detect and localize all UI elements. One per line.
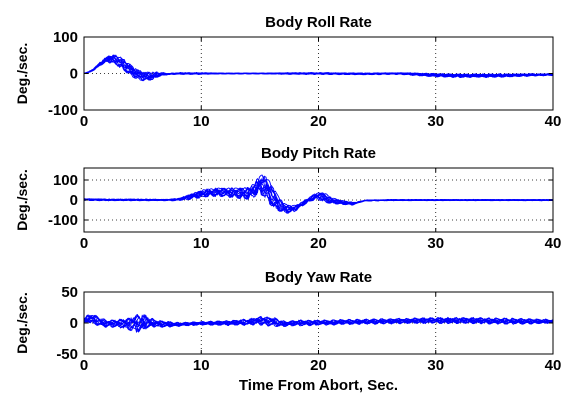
y-axis-label: Deg./sec.	[14, 292, 30, 353]
x-tick-label: 0	[80, 113, 88, 130]
x-tick-label: 30	[427, 113, 444, 130]
x-tick-label: 20	[310, 357, 327, 374]
y-tick-label: 0	[70, 66, 78, 83]
x-tick-label: 10	[193, 357, 210, 374]
x-tick-label: 30	[427, 235, 444, 252]
subplot-title: Body Pitch Rate	[261, 145, 376, 162]
series-line	[83, 174, 554, 209]
y-tick-label: 0	[70, 192, 78, 209]
x-tick-label: 0	[80, 357, 88, 374]
x-tick-label: 20	[310, 113, 327, 130]
y-tick-label: 100	[53, 29, 78, 46]
x-axis-label: Time From Abort, Sec.	[239, 377, 398, 394]
series-line	[84, 54, 554, 76]
subplot-title: Body Yaw Rate	[265, 269, 372, 286]
x-tick-label: 10	[193, 235, 210, 252]
series-line	[84, 180, 553, 212]
y-tick-label: 50	[61, 284, 78, 301]
y-tick-label: 0	[70, 315, 78, 332]
x-tick-label: 30	[427, 357, 444, 374]
x-tick-label: 40	[545, 235, 562, 252]
x-tick-label: 0	[80, 235, 88, 252]
y-tick-label: 100	[53, 172, 78, 189]
series-line	[83, 313, 554, 325]
y-tick-label: -100	[48, 212, 78, 229]
series-line	[83, 318, 554, 331]
x-tick-label: 40	[545, 113, 562, 130]
y-tick-label: -100	[48, 102, 78, 119]
y-axis-label: Deg./sec.	[14, 43, 30, 104]
x-tick-label: 10	[193, 113, 210, 130]
y-axis-label: Deg./sec.	[14, 169, 30, 230]
x-tick-label: 20	[310, 235, 327, 252]
series-line	[83, 316, 554, 326]
x-tick-label: 40	[545, 357, 562, 374]
subplot-title: Body Roll Rate	[265, 14, 372, 31]
y-tick-label: -50	[56, 346, 78, 363]
